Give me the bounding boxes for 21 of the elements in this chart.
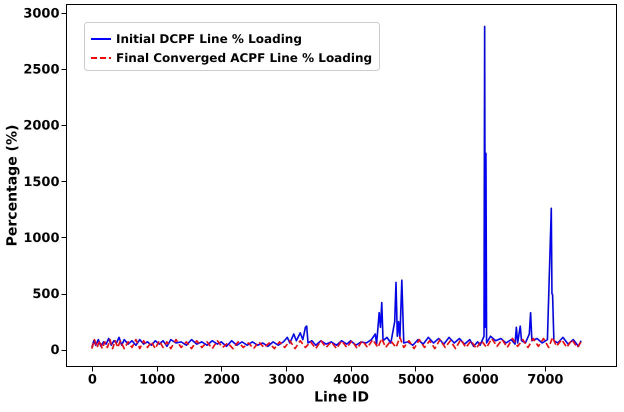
x-tick-label: 2000 bbox=[204, 372, 240, 388]
y-tick-label: 3000 bbox=[23, 6, 60, 22]
x-tick-label: 6000 bbox=[462, 372, 499, 388]
x-tick-label: 7000 bbox=[527, 372, 564, 388]
y-tick-label: 500 bbox=[32, 287, 60, 302]
x-tick-label: 3000 bbox=[268, 372, 305, 388]
y-tick-label: 2500 bbox=[23, 62, 60, 78]
y-tick-label: 0 bbox=[50, 343, 60, 358]
line-series bbox=[91, 336, 582, 350]
y-tick-label: 1000 bbox=[23, 230, 60, 246]
legend-label: Final Converged ACPF Line % Loading bbox=[116, 51, 372, 65]
y-tick-label: 2000 bbox=[23, 118, 60, 134]
legend-label: Initial DCPF Line % Loading bbox=[116, 32, 302, 46]
x-tick-label: 4000 bbox=[333, 372, 370, 388]
x-tick-label: 5000 bbox=[398, 372, 434, 388]
y-tick-label: 1500 bbox=[23, 174, 60, 190]
x-tick-label: 0 bbox=[88, 372, 97, 388]
line-series bbox=[91, 26, 582, 348]
x-tick-label: 1000 bbox=[138, 372, 176, 388]
y-axis-title: Percentage (%) bbox=[4, 124, 20, 246]
x-axis-title: Line ID bbox=[314, 390, 369, 406]
